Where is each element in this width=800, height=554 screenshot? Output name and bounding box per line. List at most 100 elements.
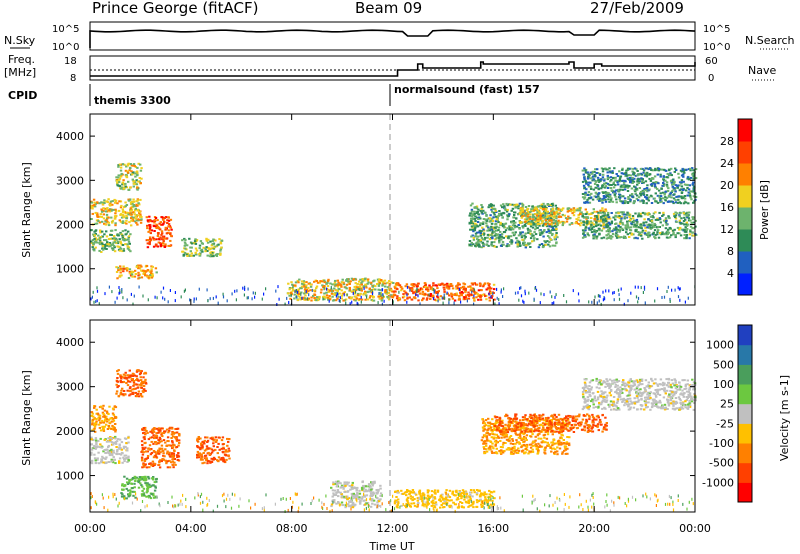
data-cell [212, 247, 216, 250]
data-cell [106, 428, 110, 430]
data-cell [345, 301, 347, 305]
data-cell [606, 168, 609, 171]
data-cell [115, 383, 118, 386]
data-cell [675, 221, 678, 223]
data-cell [127, 235, 131, 238]
data-cell [128, 394, 131, 397]
data-cell [617, 212, 620, 215]
data-cell [620, 217, 623, 220]
data-cell [504, 229, 508, 232]
data-cell [602, 290, 604, 294]
data-cell [332, 492, 335, 495]
data-cell [632, 173, 635, 176]
data-cell [551, 295, 553, 299]
data-cell [135, 379, 138, 381]
data-cell [521, 215, 524, 218]
data-cell [510, 209, 513, 212]
data-cell [436, 287, 439, 290]
data-cell [373, 480, 376, 483]
data-cell [460, 291, 464, 293]
data-cell [91, 239, 95, 242]
data-cell [479, 240, 483, 243]
data-cell [630, 187, 634, 190]
data-cell [107, 221, 110, 224]
data-cell [654, 192, 657, 195]
data-cell [356, 288, 360, 291]
data-cell [522, 299, 524, 303]
data-cell [431, 295, 434, 298]
data-cell [343, 481, 346, 484]
data-cell [632, 180, 636, 183]
data-cell [670, 181, 673, 184]
data-cell [552, 218, 555, 221]
data-cell [114, 224, 117, 227]
data-cell [105, 219, 108, 222]
data-cell [599, 211, 602, 214]
data-cell [148, 483, 151, 486]
data-cell [158, 466, 162, 469]
data-cell [101, 407, 104, 410]
data-cell [167, 223, 171, 226]
data-cell [642, 202, 645, 204]
data-cell [584, 227, 587, 230]
data-cell [165, 444, 169, 447]
data-cell [122, 447, 126, 450]
data-cell [417, 282, 420, 285]
data-cell [156, 219, 159, 222]
data-cell [162, 286, 165, 290]
data-cell [636, 178, 639, 181]
power-ylabel: Slant Range [km] [20, 162, 33, 258]
data-cell [666, 176, 669, 179]
data-cell [650, 227, 654, 229]
data-cell [490, 287, 493, 290]
data-cell [554, 212, 558, 215]
data-cell [112, 428, 115, 431]
data-cell [624, 226, 628, 229]
data-cell [148, 229, 152, 232]
data-cell [689, 225, 693, 228]
data-cell [122, 179, 125, 182]
data-cell [91, 418, 94, 421]
data-cell [103, 239, 106, 242]
data-cell [502, 203, 505, 206]
data-cell [490, 232, 494, 235]
data-cell [689, 196, 692, 199]
data-cell [171, 454, 174, 457]
data-cell [132, 494, 135, 497]
data-cell [96, 215, 100, 218]
nsky-tick-top: 10^5 [52, 24, 79, 35]
y-tick-label: 2000 [56, 219, 84, 232]
data-cell [199, 437, 202, 440]
data-cell [126, 164, 130, 167]
data-cell [389, 287, 393, 290]
data-cell [679, 226, 682, 229]
data-cell [358, 489, 361, 492]
data-cell [664, 217, 668, 220]
data-cell [538, 224, 541, 227]
data-cell [484, 295, 487, 298]
data-cell [138, 373, 142, 376]
data-cell [536, 212, 539, 215]
data-cell [546, 235, 550, 237]
data-cell [118, 177, 122, 180]
data-cell [627, 177, 630, 180]
data-cell [168, 444, 171, 447]
data-cell [296, 293, 299, 296]
data-cell [211, 252, 214, 254]
data-cell [571, 212, 574, 215]
data-cell [328, 295, 331, 297]
data-cell [498, 302, 500, 306]
data-cell [142, 269, 145, 272]
data-cell [120, 389, 123, 392]
data-cell [166, 460, 169, 463]
data-cell [160, 230, 164, 233]
data-cell [525, 209, 528, 212]
data-cell [585, 182, 588, 185]
data-cell [632, 225, 636, 228]
data-cell [692, 234, 695, 237]
data-cell [490, 228, 494, 231]
data-cell [671, 185, 674, 188]
data-cell [613, 298, 615, 302]
data-cell [122, 373, 126, 376]
data-cell [639, 172, 642, 175]
